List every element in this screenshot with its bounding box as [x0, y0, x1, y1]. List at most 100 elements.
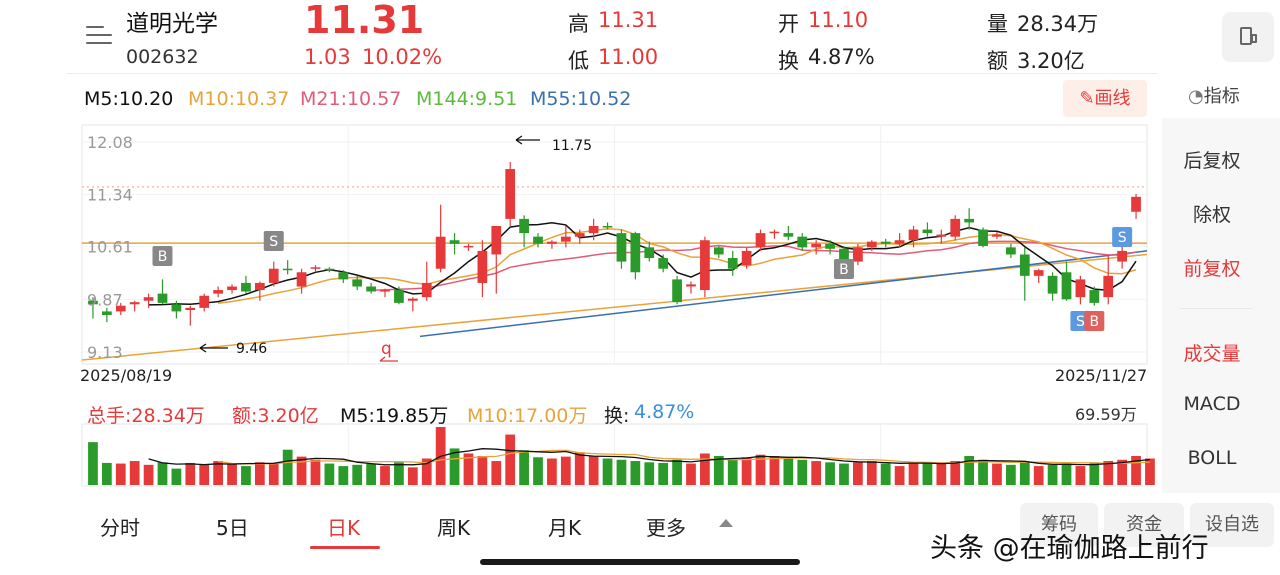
candle-body: [129, 302, 140, 305]
volume-bar: [1089, 462, 1100, 485]
volume-bar: [978, 459, 988, 485]
candle-body: [1131, 196, 1141, 212]
y-tick-label: 12.08: [87, 133, 133, 152]
low-annotation: 9.46: [236, 341, 267, 357]
volume-bar: [1103, 461, 1114, 485]
tab-5day[interactable]: 5日: [216, 516, 249, 540]
candle-body: [366, 286, 376, 292]
indicator-button[interactable]: ◔指标: [1188, 82, 1240, 108]
candle-body: [755, 233, 766, 248]
volume-bar: [129, 461, 140, 485]
volume-bar: [407, 467, 418, 485]
tab-intraday[interactable]: 分时: [100, 516, 140, 540]
menu-icon[interactable]: [86, 26, 112, 48]
tab-monthly-k[interactable]: 月K: [548, 516, 582, 540]
candle-body: [171, 304, 182, 312]
ma10-line: [218, 228, 1137, 304]
candle-body: [616, 233, 627, 262]
volume-bar: [1033, 466, 1044, 485]
signal-label: S: [1076, 314, 1085, 330]
tab-more[interactable]: 更多: [646, 516, 686, 540]
volume-bar: [268, 463, 279, 485]
side-item-pre-adjusted[interactable]: 前复权: [1183, 258, 1241, 280]
volume-bar: [254, 462, 265, 485]
ma55-line: [419, 250, 1148, 338]
signal-badge: [152, 246, 173, 266]
volume-bar: [936, 463, 947, 485]
add-watchlist-button[interactable]: 设自选: [1190, 503, 1274, 547]
draw-line-button[interactable]: ✎画线: [1063, 80, 1147, 117]
home-indicator[interactable]: [480, 559, 800, 565]
high-arrow-icon: [515, 135, 540, 145]
open-label: 开: [778, 12, 799, 36]
volume-bar: [421, 458, 432, 485]
volume-bar: [435, 427, 446, 485]
y-tick-label: 9.13: [87, 343, 123, 362]
tab-active-indicator: [310, 546, 380, 549]
candle-body: [950, 218, 961, 237]
volume-bar: [380, 466, 390, 485]
candle-body: [741, 250, 752, 266]
chips-button[interactable]: 筹码: [1020, 503, 1098, 547]
y-tick-label: 10.61: [87, 238, 133, 257]
vol-turnover-label: 换:: [604, 405, 630, 427]
volume-bar: [755, 454, 766, 485]
candle-body: [1061, 272, 1072, 300]
tab-daily-k[interactable]: 日K: [327, 516, 361, 540]
side-item-boll[interactable]: BOLL: [1187, 447, 1237, 469]
funds-button[interactable]: 资金: [1104, 503, 1184, 547]
candle-body: [282, 268, 293, 271]
landscape-toggle-button[interactable]: [1222, 12, 1274, 62]
volume-bar: [143, 464, 154, 485]
candle-body: [880, 241, 891, 244]
volume-bar: [741, 457, 752, 485]
side-item-ex-rights[interactable]: 除权: [1192, 204, 1231, 226]
ma5-line: [148, 221, 1137, 306]
candle-body: [978, 229, 988, 246]
tab-weekly-k[interactable]: 周K: [437, 516, 471, 540]
pencil-icon: ✎: [1079, 88, 1095, 109]
volume-bar: [1117, 459, 1128, 485]
volume-bar: [1047, 464, 1058, 485]
low-arrow-icon: [199, 343, 228, 353]
volume-bar: [769, 456, 780, 485]
candle-body: [115, 305, 126, 312]
candle-body: [533, 236, 543, 244]
candle-body: [1019, 254, 1030, 276]
candle-body: [783, 233, 794, 237]
volume-bar: [157, 462, 168, 485]
volume-bar: [672, 459, 682, 485]
candle-body: [1089, 290, 1100, 303]
candle-body: [449, 240, 460, 244]
candle-body: [769, 231, 780, 234]
side-item-post-adjusted[interactable]: 后复权: [1183, 150, 1241, 172]
vol-total: 总手:28.34万: [87, 405, 205, 427]
amount-value: 3.20亿: [1017, 49, 1085, 73]
volume-bar: [491, 461, 502, 485]
candle-body: [588, 226, 599, 234]
side-item-volume[interactable]: 成交量: [1183, 343, 1241, 365]
date-end: 2025/11/27: [1055, 366, 1148, 385]
volume-bar: [477, 456, 488, 485]
volume-bar: [1075, 466, 1086, 485]
vol-max: 69.59万: [1075, 405, 1137, 424]
side-item-macd[interactable]: MACD: [1183, 393, 1241, 415]
signal-label: B: [158, 249, 168, 265]
date-start: 2025/08/19: [80, 366, 173, 385]
candle-body: [936, 234, 947, 237]
vol-ma5: M5:19.85万: [340, 405, 449, 427]
high-label: 高: [568, 12, 589, 36]
volume-bar: [282, 449, 293, 485]
ma21-line: [371, 240, 1137, 292]
volume-bar: [505, 434, 516, 485]
candle-body: [463, 245, 474, 248]
volume-bar: [394, 462, 404, 485]
caret-up-icon[interactable]: [719, 519, 733, 527]
candle-body: [505, 169, 516, 219]
volume-bar: [644, 462, 655, 485]
volume-bar: [588, 456, 599, 485]
indicator-label: 指标: [1203, 86, 1240, 107]
candle-body: [866, 241, 877, 248]
candle-body: [644, 247, 655, 259]
volume-frame: [81, 423, 1148, 487]
